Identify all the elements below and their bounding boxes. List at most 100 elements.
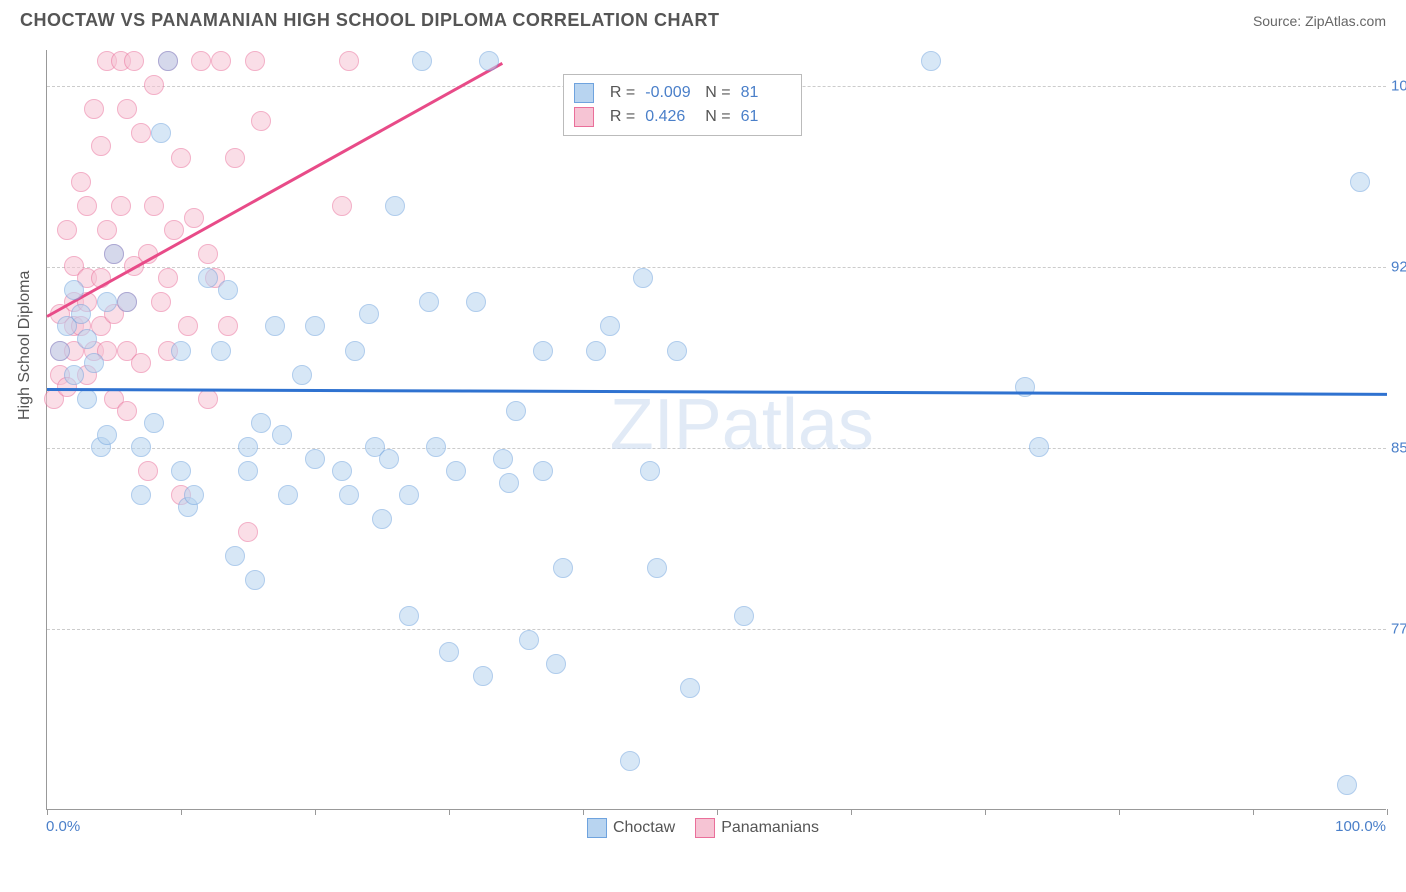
panamanians-point — [164, 220, 184, 240]
r-value: -0.009 — [645, 84, 695, 102]
y-axis-label: High School Diploma — [16, 271, 34, 420]
choctaw-point — [499, 473, 519, 493]
legend-swatch — [695, 818, 715, 838]
choctaw-point — [633, 268, 653, 288]
gridline — [47, 267, 1386, 268]
choctaw-point — [171, 341, 191, 361]
panamanians-point — [171, 148, 191, 168]
panamanians-point — [158, 268, 178, 288]
choctaw-point — [439, 642, 459, 662]
choctaw-point — [84, 353, 104, 373]
choctaw-point — [1350, 172, 1370, 192]
panamanians-point — [117, 99, 137, 119]
legend-label: Panamanians — [721, 819, 819, 836]
choctaw-point — [473, 666, 493, 686]
choctaw-point — [1029, 437, 1049, 457]
choctaw-point — [734, 606, 754, 626]
panamanians-point — [57, 220, 77, 240]
choctaw-point — [104, 244, 124, 264]
stats-box: R =-0.009N =81R =0.426N =61 — [563, 74, 802, 136]
panamanians-point — [332, 196, 352, 216]
legend-item: Panamanians — [695, 818, 819, 838]
choctaw-point — [218, 280, 238, 300]
panamanians-point — [97, 220, 117, 240]
choctaw-point — [493, 449, 513, 469]
gridline — [47, 629, 1386, 630]
choctaw-point — [412, 51, 432, 71]
choctaw-point — [1337, 775, 1357, 795]
choctaw-point — [372, 509, 392, 529]
choctaw-point — [131, 437, 151, 457]
choctaw-point — [399, 485, 419, 505]
y-tick-label: 77.5% — [1391, 621, 1406, 638]
choctaw-point — [292, 365, 312, 385]
choctaw-point — [339, 485, 359, 505]
legend-label: Choctaw — [613, 819, 675, 836]
panamanians-point — [211, 51, 231, 71]
choctaw-point — [97, 292, 117, 312]
panamanians-point — [178, 316, 198, 336]
choctaw-point — [379, 449, 399, 469]
choctaw-point — [506, 401, 526, 421]
choctaw-point — [305, 316, 325, 336]
choctaw-point — [533, 461, 553, 481]
watermark: ZIPatlas — [610, 384, 874, 466]
choctaw-point — [278, 485, 298, 505]
panamanians-trend-line — [46, 62, 503, 318]
choctaw-point — [680, 678, 700, 698]
panamanians-point — [225, 148, 245, 168]
source-attribution: Source: ZipAtlas.com — [1253, 13, 1386, 29]
legend-item: Choctaw — [587, 818, 675, 838]
header: CHOCTAW VS PANAMANIAN HIGH SCHOOL DIPLOM… — [0, 0, 1406, 37]
panamanians-point — [184, 208, 204, 228]
choctaw-point — [272, 425, 292, 445]
panamanians-point — [117, 401, 137, 421]
choctaw-point — [251, 413, 271, 433]
choctaw-point — [667, 341, 687, 361]
choctaw-point — [640, 461, 660, 481]
choctaw-point — [399, 606, 419, 626]
panamanians-point — [339, 51, 359, 71]
choctaw-point — [586, 341, 606, 361]
choctaw-point — [211, 341, 231, 361]
choctaw-point — [64, 365, 84, 385]
choctaw-point — [446, 461, 466, 481]
choctaw-point — [97, 425, 117, 445]
panamanians-point — [218, 316, 238, 336]
stats-swatch — [574, 107, 594, 127]
chart-title: CHOCTAW VS PANAMANIAN HIGH SCHOOL DIPLOM… — [20, 10, 719, 31]
choctaw-point — [151, 123, 171, 143]
choctaw-point — [921, 51, 941, 71]
panamanians-point — [131, 123, 151, 143]
panamanians-point — [245, 51, 265, 71]
x-tick — [1387, 809, 1388, 815]
r-label: R = — [610, 84, 635, 102]
y-tick-label: 85.0% — [1391, 440, 1406, 457]
choctaw-point — [77, 389, 97, 409]
choctaw-point — [71, 304, 91, 324]
panamanians-point — [71, 172, 91, 192]
choctaw-point — [359, 304, 379, 324]
panamanians-point — [91, 136, 111, 156]
stats-row: R =-0.009N =81 — [574, 81, 791, 105]
x-tick — [985, 809, 986, 815]
choctaw-point — [345, 341, 365, 361]
panamanians-point — [77, 196, 97, 216]
choctaw-point — [198, 268, 218, 288]
choctaw-point — [305, 449, 325, 469]
choctaw-point — [519, 630, 539, 650]
stats-swatch — [574, 83, 594, 103]
y-tick-label: 100.0% — [1391, 78, 1406, 95]
choctaw-point — [64, 280, 84, 300]
choctaw-point — [332, 461, 352, 481]
panamanians-point — [198, 389, 218, 409]
choctaw-point — [647, 558, 667, 578]
choctaw-point — [466, 292, 486, 312]
n-label: N = — [705, 108, 730, 126]
choctaw-point — [265, 316, 285, 336]
stats-row: R =0.426N =61 — [574, 105, 791, 129]
n-value: 61 — [741, 108, 791, 126]
x-tick — [181, 809, 182, 815]
choctaw-point — [131, 485, 151, 505]
x-tick — [315, 809, 316, 815]
